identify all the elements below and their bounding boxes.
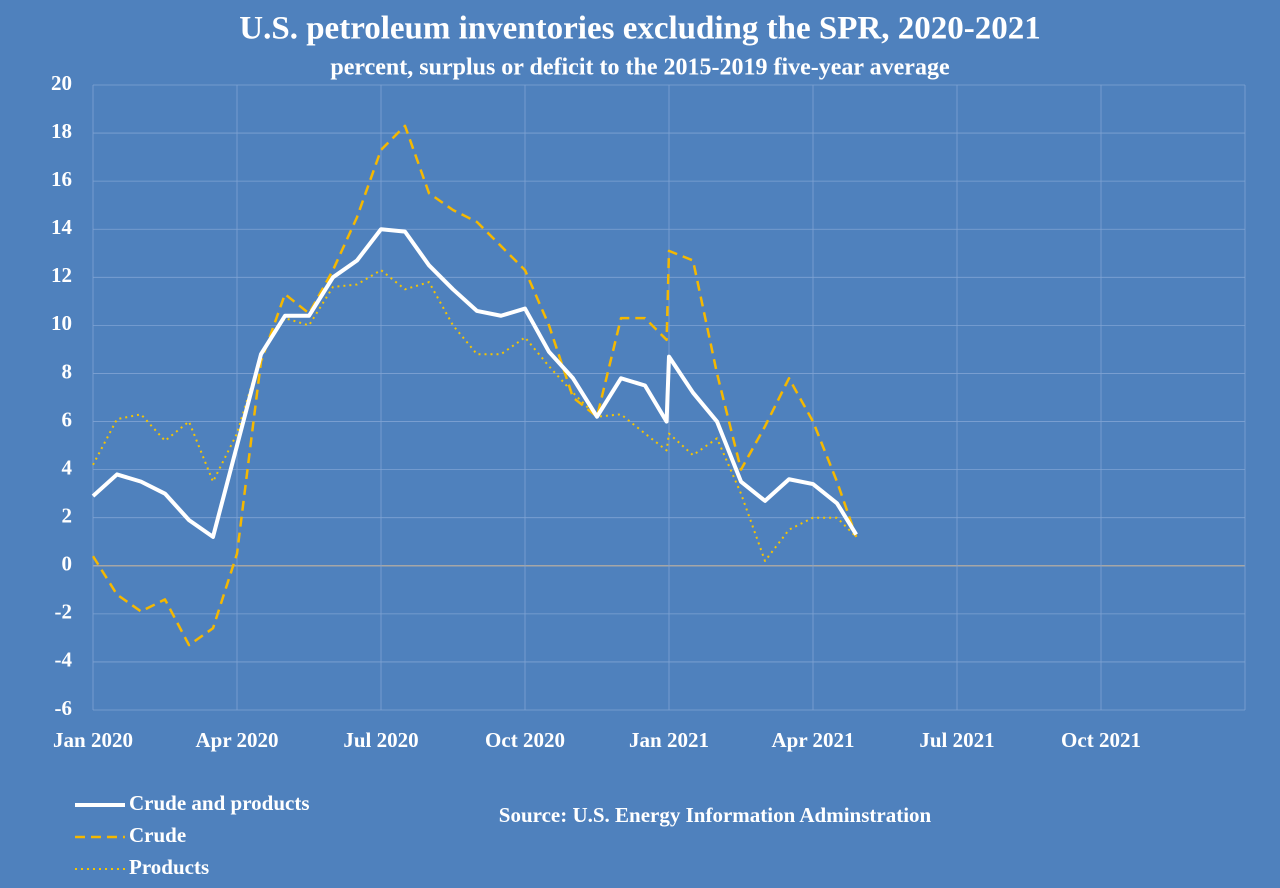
- x-tick-label: Oct 2020: [485, 728, 565, 752]
- line-series: [92, 269, 857, 562]
- source: Source: U.S. Energy Information Adminstr…: [499, 803, 932, 827]
- y-tick-label: 8: [62, 359, 73, 383]
- y-tick-label: 2: [62, 504, 73, 528]
- y-tick-label: 0: [62, 552, 73, 576]
- x-tick-label: Apr 2021: [771, 728, 854, 752]
- legend-label: Crude: [129, 823, 186, 847]
- x-tick-label: Oct 2021: [1061, 728, 1141, 752]
- x-tick-label: Jan 2020: [53, 728, 133, 752]
- x-tick-label: Jul 2021: [919, 728, 994, 752]
- y-tick-label: 12: [51, 263, 72, 287]
- legend-label: Products: [129, 855, 209, 879]
- y-tick-label: 18: [51, 119, 72, 143]
- y-tick-label: -2: [55, 600, 73, 624]
- line-series: [91, 124, 858, 647]
- y-tick-label: 4: [62, 455, 73, 479]
- x-tick-label: Jan 2021: [629, 728, 709, 752]
- y-tick-label: 16: [51, 167, 72, 191]
- y-tick-label: -6: [55, 696, 73, 720]
- legend-label: Crude and products: [129, 791, 310, 815]
- chart-title: U.S. petroleum inventories excluding the…: [239, 11, 1040, 47]
- y-tick-label: -4: [55, 648, 73, 672]
- x-tick-label: Jul 2020: [343, 728, 418, 752]
- y-tick-label: 10: [51, 311, 72, 335]
- y-tick-label: 6: [62, 407, 73, 431]
- y-tick-label: 14: [51, 215, 73, 239]
- line-series: [91, 227, 858, 539]
- x-tick-label: Apr 2020: [195, 728, 278, 752]
- y-tick-label: 20: [51, 71, 72, 95]
- chart-subtitle: percent, surplus or deficit to the 2015-…: [330, 55, 950, 81]
